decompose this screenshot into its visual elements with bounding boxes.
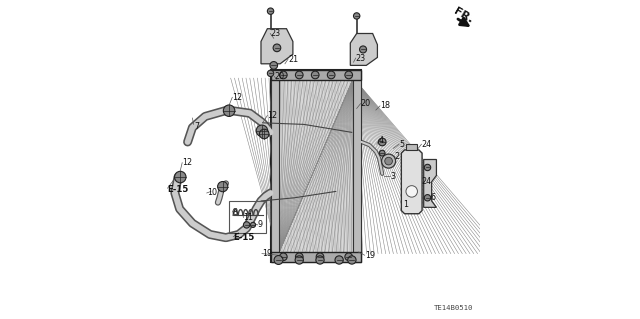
Text: 7: 7 [194, 122, 199, 130]
Circle shape [312, 71, 319, 79]
Circle shape [424, 195, 431, 201]
Bar [271, 70, 362, 80]
Text: 20: 20 [360, 99, 371, 108]
Bar [406, 144, 417, 150]
Circle shape [360, 46, 367, 53]
Text: 1: 1 [404, 200, 408, 209]
Circle shape [385, 157, 392, 165]
Text: 23: 23 [270, 29, 280, 38]
Text: 2: 2 [394, 152, 399, 161]
Text: 6: 6 [430, 193, 435, 202]
Text: 24: 24 [422, 177, 431, 186]
Text: E-15: E-15 [233, 233, 255, 242]
Circle shape [223, 105, 235, 116]
Bar [353, 70, 362, 262]
Circle shape [345, 253, 353, 261]
Circle shape [424, 164, 431, 171]
Circle shape [295, 256, 303, 264]
Polygon shape [350, 33, 378, 65]
Text: 12: 12 [182, 158, 192, 167]
Circle shape [296, 253, 303, 261]
Circle shape [268, 8, 274, 14]
Circle shape [335, 256, 343, 264]
Circle shape [345, 71, 353, 79]
Text: 19: 19 [262, 249, 272, 258]
Text: 9: 9 [258, 220, 263, 229]
Text: 20: 20 [275, 72, 285, 81]
Bar [271, 70, 362, 262]
Circle shape [406, 186, 417, 197]
Text: 3: 3 [390, 172, 395, 181]
Circle shape [280, 253, 287, 261]
Circle shape [274, 256, 283, 264]
Bar [229, 201, 266, 233]
Circle shape [259, 129, 269, 139]
Circle shape [268, 70, 274, 77]
Text: 12: 12 [232, 93, 243, 102]
Bar [271, 70, 278, 262]
Text: 19: 19 [365, 251, 375, 260]
Circle shape [378, 138, 386, 146]
Circle shape [348, 256, 356, 264]
Circle shape [316, 256, 324, 264]
Text: 21: 21 [288, 55, 298, 63]
Circle shape [250, 222, 255, 227]
Text: 12: 12 [268, 111, 278, 120]
Text: 18: 18 [380, 101, 390, 110]
Circle shape [381, 154, 396, 168]
Circle shape [218, 182, 228, 192]
Bar [278, 78, 353, 254]
Circle shape [175, 171, 186, 183]
Circle shape [256, 125, 268, 137]
Circle shape [280, 71, 287, 79]
Circle shape [296, 71, 303, 79]
Bar [271, 252, 362, 262]
Text: 8: 8 [232, 208, 237, 217]
Text: 5: 5 [399, 140, 404, 149]
Circle shape [243, 222, 250, 228]
Text: FR.: FR. [452, 6, 474, 26]
Text: TE14B0510: TE14B0510 [434, 305, 473, 311]
Text: 11: 11 [243, 213, 253, 222]
Polygon shape [424, 160, 436, 207]
Text: E-15: E-15 [168, 185, 189, 194]
Circle shape [353, 13, 360, 19]
Circle shape [316, 253, 324, 261]
Circle shape [380, 150, 385, 156]
Text: 24: 24 [422, 140, 431, 149]
Polygon shape [401, 150, 422, 214]
Text: 23: 23 [356, 54, 366, 63]
Circle shape [273, 44, 281, 52]
Circle shape [270, 62, 278, 69]
Polygon shape [261, 29, 293, 64]
Text: 10: 10 [207, 189, 217, 197]
Circle shape [327, 71, 335, 79]
Text: 4: 4 [379, 136, 384, 145]
